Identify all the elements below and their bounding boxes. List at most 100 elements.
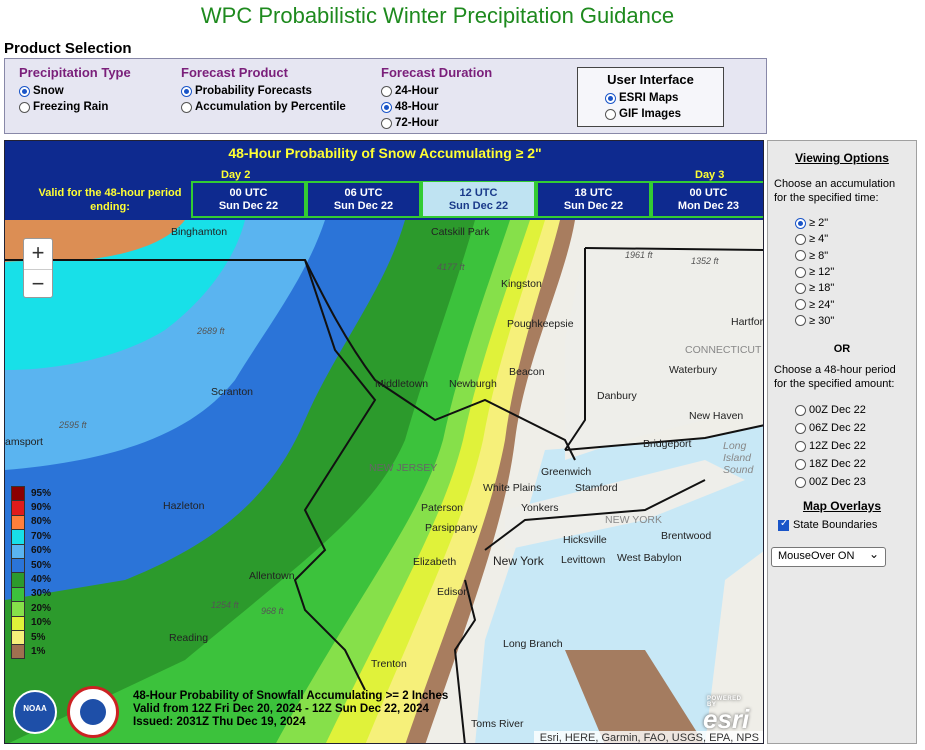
time-tab-00z-dec22[interactable]: 00 UTC Sun Dec 22 (191, 182, 306, 218)
duration-72h-radio[interactable]: 72-Hour (381, 115, 492, 131)
legend-item: 95% (11, 486, 67, 501)
radio-icon[interactable] (795, 440, 806, 452)
place-label: Scranton (211, 386, 254, 398)
place-label: CONNECTICUT (685, 344, 762, 356)
radio-icon[interactable] (795, 315, 806, 327)
accum-24in-radio[interactable]: ≥ 24" (768, 296, 916, 312)
probability-contours (5, 220, 763, 743)
radio-icon[interactable] (795, 250, 806, 262)
page-title: WPC Probabilistic Winter Precipitation G… (200, 3, 675, 28)
radio-icon[interactable] (795, 282, 806, 294)
probability-legend: 95% 90% 80% 70% 60% 50% 40% 30% 20% 10% … (11, 486, 67, 659)
probability-map[interactable]: + − Binghamton Catskill Park Kingston Po… (5, 220, 763, 743)
precip-freezing-rain-radio[interactable]: Freezing Rain (19, 99, 131, 115)
time-tab-18z-dec22[interactable]: 18 UTC Sun Dec 22 (536, 182, 651, 218)
place-label: Catskill Park (431, 226, 490, 238)
place-label: Paterson (421, 502, 464, 514)
place-label: Reading (169, 632, 209, 644)
place-label: Parsippany (425, 522, 478, 534)
elevation-label: 1352 ft (691, 256, 719, 266)
accum-12in-radio[interactable]: ≥ 12" (768, 264, 916, 280)
period-12z-dec22-radio[interactable]: 12Z Dec 22 (768, 437, 916, 455)
place-label: Greenwich (541, 466, 592, 478)
zoom-in-button[interactable]: + (31, 240, 45, 265)
accum-2in-radio[interactable]: ≥ 2" (768, 215, 916, 231)
checkbox-checked-icon[interactable] (778, 518, 789, 531)
or-label: OR (833, 343, 851, 356)
ui-esri-radio[interactable]: ESRI Maps (578, 90, 723, 106)
product-selection-panel: Precipitation Type Snow Freezing Rain Fo… (4, 58, 767, 134)
legend-item: 70% (11, 529, 67, 544)
elevation-label: 2689 ft (197, 326, 225, 336)
accum-18in-radio[interactable]: ≥ 18" (768, 280, 916, 296)
place-label: Hazleton (163, 500, 205, 512)
place-label: White Plains (483, 482, 542, 494)
product-percentile-radio[interactable]: Accumulation by Percentile (181, 99, 346, 115)
place-label: Long Island Sound (723, 440, 754, 476)
period-00z-dec22-radio[interactable]: 00Z Dec 22 (768, 401, 916, 419)
elevation-label: 1961 ft (625, 250, 653, 260)
radio-icon[interactable] (381, 117, 392, 129)
legend-item: 60% (11, 543, 67, 558)
time-tab-12z-dec22[interactable]: 12 UTC Sun Dec 22 (421, 182, 536, 218)
radio-icon[interactable] (795, 404, 806, 416)
radio-icon[interactable] (795, 422, 806, 434)
product-selection-heading: Product Selection (4, 40, 132, 57)
radio-icon[interactable] (795, 476, 806, 488)
radio-icon[interactable] (19, 101, 30, 113)
radio-selected-icon[interactable] (605, 92, 616, 104)
time-tab-06z-dec22[interactable]: 06 UTC Sun Dec 22 (306, 182, 421, 218)
accum-30in-radio[interactable]: ≥ 30" (768, 313, 916, 329)
legend-swatch (11, 629, 25, 645)
forecast-duration-title: Forecast Duration (381, 65, 493, 80)
map-attribution[interactable]: Esri, HERE, Garmin, FAO, USGS, EPA, NPS (533, 731, 763, 743)
legend-swatch (11, 601, 25, 616)
radio-selected-icon[interactable] (19, 85, 30, 97)
radio-icon[interactable] (795, 266, 806, 278)
accum-4in-radio[interactable]: ≥ 4" (768, 231, 916, 247)
accum-8in-radio[interactable]: ≥ 8" (768, 248, 916, 264)
place-label: West Babylon (617, 552, 682, 564)
precip-type-title: Precipitation Type (19, 65, 131, 80)
place-label: Yonkers (521, 502, 559, 514)
place-label: NEW YORK (605, 514, 662, 526)
user-interface-group: User Interface ESRI Maps GIF Images (577, 67, 724, 127)
mouseover-select[interactable]: MouseOver ON (771, 547, 886, 568)
radio-icon[interactable] (605, 108, 616, 120)
radio-icon[interactable] (795, 458, 806, 470)
place-label: New Haven (689, 410, 744, 422)
period-18z-dec22-radio[interactable]: 18Z Dec 22 (768, 455, 916, 473)
elevation-label: 4177 ft (437, 262, 465, 272)
place-label: Long Branch (503, 638, 563, 650)
legend-item: 40% (11, 572, 67, 587)
zoom-out-button[interactable]: − (24, 269, 52, 299)
place-label: Newburgh (449, 378, 497, 390)
product-probability-radio[interactable]: Probability Forecasts (181, 83, 346, 99)
place-label: Trenton (371, 658, 407, 670)
radio-icon[interactable] (795, 299, 806, 311)
legend-swatch (11, 572, 25, 587)
period-06z-dec22-radio[interactable]: 06Z Dec 22 (768, 419, 916, 437)
forecast-product-title: Forecast Product (181, 65, 288, 80)
time-tab-00z-dec23[interactable]: 00 UTC Mon Dec 23 (651, 182, 763, 218)
legend-item: 10% (11, 615, 67, 630)
period-00z-dec23-radio[interactable]: 00Z Dec 23 (768, 473, 916, 491)
legend-swatch (11, 543, 25, 558)
place-label: Brentwood (661, 530, 712, 542)
radio-selected-icon[interactable] (181, 85, 192, 97)
place-label: Beacon (509, 366, 545, 378)
radio-icon[interactable] (381, 85, 392, 97)
noaa-logo: NOAA (13, 690, 57, 734)
radio-icon[interactable] (795, 233, 806, 245)
legend-swatch (11, 486, 25, 501)
radio-selected-icon[interactable] (381, 101, 392, 113)
duration-48h-radio[interactable]: 48-Hour (381, 99, 492, 115)
duration-24h-radio[interactable]: 24-Hour (381, 83, 492, 99)
precip-snow-radio[interactable]: Snow (19, 83, 131, 99)
radio-selected-icon[interactable] (795, 217, 806, 229)
legend-swatch (11, 644, 25, 659)
ui-gif-radio[interactable]: GIF Images (578, 106, 723, 122)
state-boundaries-checkbox[interactable]: State Boundaries (768, 517, 916, 533)
legend-item: 90% (11, 500, 67, 515)
radio-icon[interactable] (181, 101, 192, 113)
